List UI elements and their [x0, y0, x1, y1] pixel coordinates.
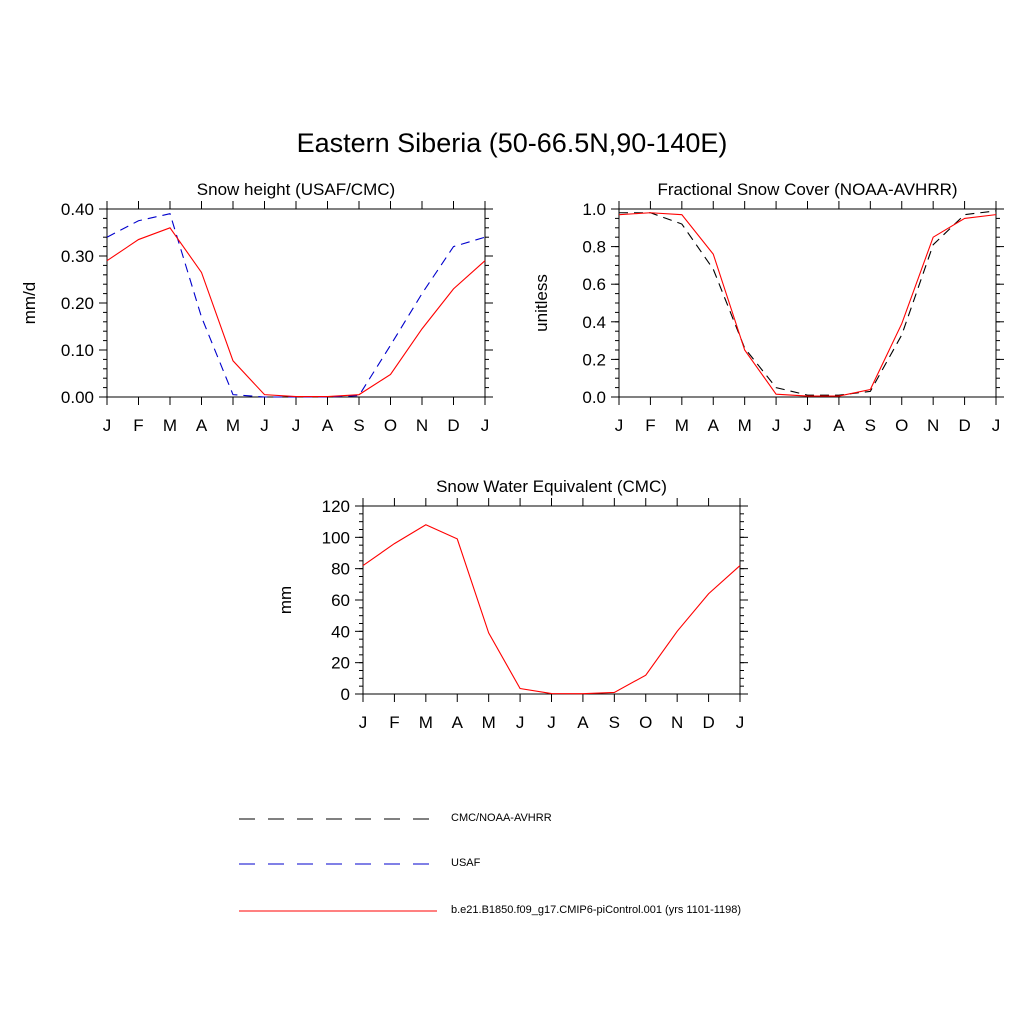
x-tick-label: M [675, 416, 689, 435]
snow-height-panel: Snow height (USAF/CMC) mm/d 0.00 0.10 0.20 0.… [20, 180, 493, 435]
series-line-b-e21-b1850-f09-g17-cmip6-picontrol-001-yrs-1101-1198 [618, 212, 997, 397]
x-tick-label: N [671, 713, 683, 732]
x-tick-label: J [260, 416, 269, 435]
x-tick-label: J [992, 416, 1001, 435]
y-tick-label: 0.00 [61, 388, 94, 407]
y-axis-label: mm/d [20, 282, 39, 325]
x-tick-label: S [865, 416, 876, 435]
x-tick-label: O [639, 713, 652, 732]
series-line-cmc-noaa-avhrr [619, 210, 997, 396]
x-tick-label: D [702, 713, 714, 732]
x-tick-label: J [292, 416, 301, 435]
x-tick-label: M [226, 416, 240, 435]
x-tick-label: M [163, 416, 177, 435]
y-tick-label: 0.0 [582, 388, 606, 407]
figure-title: Eastern Siberia (50-66.5N,90-140E) [296, 128, 728, 158]
plot-frame [362, 505, 741, 695]
x-tick-label: J [615, 416, 624, 435]
y-tick-label: 0.20 [61, 294, 94, 313]
x-tick-label: A [196, 416, 208, 435]
x-tick-label: F [389, 713, 399, 732]
plot-frame [106, 208, 486, 398]
x-tick-label: J [547, 713, 556, 732]
y-tick-label: 80 [331, 560, 350, 579]
y-tick-label: 0.8 [582, 238, 606, 257]
y-tick-label: 0.6 [582, 275, 606, 294]
legend-label-cmc: CMC/NOAA-AVHRR [451, 812, 552, 824]
legend-label-model: b.e21.B1850.f09_g17.CMIP6-piControl.001 … [451, 904, 742, 916]
x-tick-label: S [609, 713, 620, 732]
snow-cover-panel: Fractional Snow Cover (NOAA-AVHRR) unitle… [532, 180, 1004, 435]
panel-title: Snow height (USAF/CMC) [197, 180, 395, 199]
x-tick-label: M [482, 713, 496, 732]
y-tick-label: 0.4 [582, 313, 606, 332]
x-tick-label: J [772, 416, 781, 435]
series-line-b-e21-b1850-f09-g17-cmip6-picontrol-001-yrs-1101-1198 [106, 227, 486, 398]
y-tick-label: 0.10 [61, 341, 94, 360]
x-tick-label: S [353, 416, 364, 435]
panel-title: Snow Water Equivalent (CMC) [436, 477, 667, 496]
x-tick-label: M [419, 713, 433, 732]
y-tick-label: 0.2 [582, 350, 606, 369]
x-tick-label: D [447, 416, 459, 435]
legend-label-usaf: USAF [451, 857, 481, 869]
y-tick-label: 0 [341, 685, 350, 704]
y-tick-label: 100 [322, 528, 350, 547]
x-tick-label: O [384, 416, 397, 435]
x-tick-label: J [481, 416, 490, 435]
x-tick-label: J [736, 713, 745, 732]
x-tick-label: A [452, 713, 464, 732]
panel-title: Fractional Snow Cover (NOAA-AVHRR) [657, 180, 957, 199]
y-tick-label: 120 [322, 497, 350, 516]
x-tick-label: F [133, 416, 143, 435]
y-tick-label: 0.40 [61, 200, 94, 219]
x-tick-label: J [103, 416, 112, 435]
x-tick-label: F [645, 416, 655, 435]
y-tick-label: 20 [331, 654, 350, 673]
x-tick-label: A [708, 416, 720, 435]
series-line-usaf [106, 213, 486, 398]
x-tick-label: J [803, 416, 812, 435]
y-tick-label: 60 [331, 591, 350, 610]
legend [239, 818, 437, 912]
y-axis-label: unitless [532, 274, 551, 332]
x-tick-label: N [416, 416, 428, 435]
x-tick-label: J [359, 713, 368, 732]
plot-frame [618, 208, 997, 398]
x-tick-label: N [927, 416, 939, 435]
x-tick-label: A [322, 416, 334, 435]
x-tick-label: A [577, 713, 589, 732]
series-line-b-e21-b1850-f09-g17-cmip6-picontrol-001-yrs-1101-1198 [362, 524, 741, 695]
y-axis-label: mm [276, 586, 295, 614]
y-tick-label: 0.30 [61, 247, 94, 266]
swe-panel: Snow Water Equivalent (CMC) mm 0 20 40 60 80 10… [276, 477, 748, 732]
y-tick-label: 1.0 [582, 200, 606, 219]
x-tick-label: M [738, 416, 752, 435]
x-tick-label: J [516, 713, 525, 732]
x-tick-label: D [958, 416, 970, 435]
y-tick-label: 40 [331, 622, 350, 641]
x-tick-label: O [895, 416, 908, 435]
x-tick-label: A [833, 416, 845, 435]
